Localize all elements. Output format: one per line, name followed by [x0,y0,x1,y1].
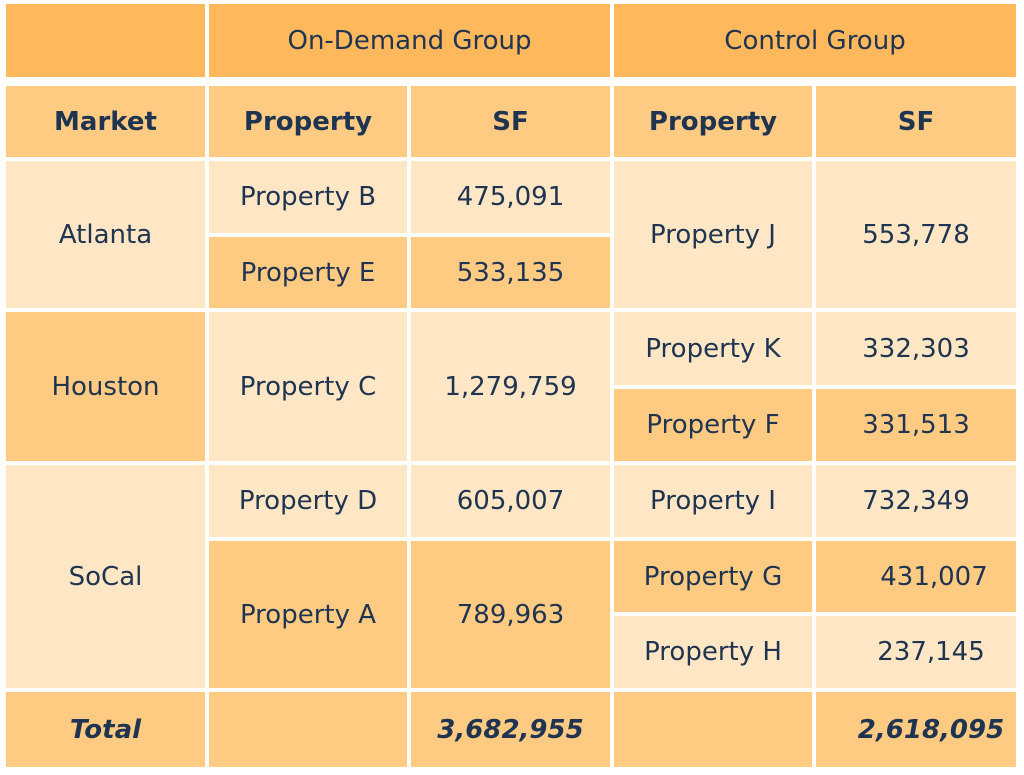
column-header-ctrl-property: Property [614,86,812,157]
od-property-e: Property E [209,237,407,308]
column-header-od-sf: SF [411,86,610,157]
od-sf-b: 475,091 [411,161,610,233]
od-sf-d: 605,007 [411,465,610,537]
ctrl-property-g: Property G [614,541,812,612]
on-demand-group-header: On-Demand Group [209,4,610,77]
column-header-ctrl-sf: SF [816,86,1016,157]
od-property-b: Property B [209,161,407,233]
header-corner [6,4,205,77]
market-atlanta: Atlanta [6,161,205,308]
ctrl-sf-g: 431,007 [816,541,1016,612]
od-sf-c: 1,279,759 [411,312,610,461]
total-ctrl-property-empty [614,692,812,767]
ctrl-property-k: Property K [614,312,812,385]
column-header-market: Market [6,86,205,157]
ctrl-sf-f: 331,513 [816,389,1016,461]
od-property-a: Property A [209,541,407,688]
column-header-od-property: Property [209,86,407,157]
ctrl-property-h: Property H [614,616,812,688]
ctrl-property-f: Property F [614,389,812,461]
ctrl-sf-j: 553,778 [816,161,1016,308]
control-group-header: Control Group [614,4,1016,77]
market-houston: Houston [6,312,205,461]
total-label: Total [6,692,205,767]
total-od-property-empty [209,692,407,767]
od-sf-e: 533,135 [411,237,610,308]
od-sf-a: 789,963 [411,541,610,688]
ctrl-property-j: Property J [614,161,812,308]
ctrl-sf-i: 732,349 [816,465,1016,537]
ctrl-sf-h: 237,145 [816,616,1016,688]
total-ctrl-sf: 2,618,095 [816,692,1016,767]
ctrl-sf-k: 332,303 [816,312,1016,385]
market-socal: SoCal [6,465,205,688]
total-od-sf: 3,682,955 [411,692,610,767]
od-property-c: Property C [209,312,407,461]
ctrl-property-i: Property I [614,465,812,537]
od-property-d: Property D [209,465,407,537]
